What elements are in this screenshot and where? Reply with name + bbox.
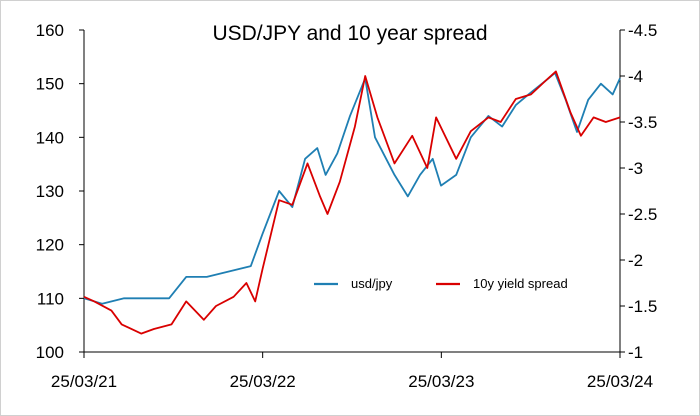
right-tick-label: -2.5 — [628, 205, 657, 224]
right-tick-label: -3 — [628, 159, 643, 178]
x-axis: 25/03/21 25/03/22 25/03/23 25/03/24 — [51, 351, 653, 391]
right-y-axis: -1 -1.5 -2 -2.5 -3 -3.5 -4 -4.5 — [619, 21, 657, 362]
x-tick-label: 25/03/21 — [51, 372, 117, 391]
left-tick-label: 140 — [36, 128, 64, 147]
left-tick-label: 130 — [36, 182, 64, 201]
series-line-yield-spread — [83, 70, 621, 335]
left-y-axis: 100 110 120 130 140 150 160 — [36, 21, 85, 362]
x-tick-label: 25/03/22 — [230, 372, 296, 391]
legend-label-yield-spread: 10y yield spread — [473, 276, 568, 291]
left-tick-label: 120 — [36, 236, 64, 255]
right-tick-label: -1.5 — [628, 297, 657, 316]
left-tick-label: 150 — [36, 75, 64, 94]
right-tick-label: -2 — [628, 251, 643, 270]
left-tick-label: 100 — [36, 343, 64, 362]
legend-label-usdjpy: usd/jpy — [351, 276, 393, 291]
right-tick-label: -4 — [628, 67, 643, 86]
x-tick-label: 25/03/23 — [408, 372, 474, 391]
left-tick-label: 110 — [37, 289, 64, 308]
right-tick-label: -4.5 — [628, 21, 657, 40]
right-tick-label: -1 — [628, 343, 643, 362]
right-tick-label: -3.5 — [628, 113, 657, 132]
chart-title: USD/JPY and 10 year spread — [212, 22, 487, 45]
series-line-usdjpy — [83, 72, 621, 305]
left-tick-label: 160 — [36, 21, 64, 40]
legend: usd/jpy 10y yield spread — [314, 276, 568, 291]
series-layer — [83, 70, 621, 335]
x-tick-label: 25/03/24 — [587, 372, 653, 391]
